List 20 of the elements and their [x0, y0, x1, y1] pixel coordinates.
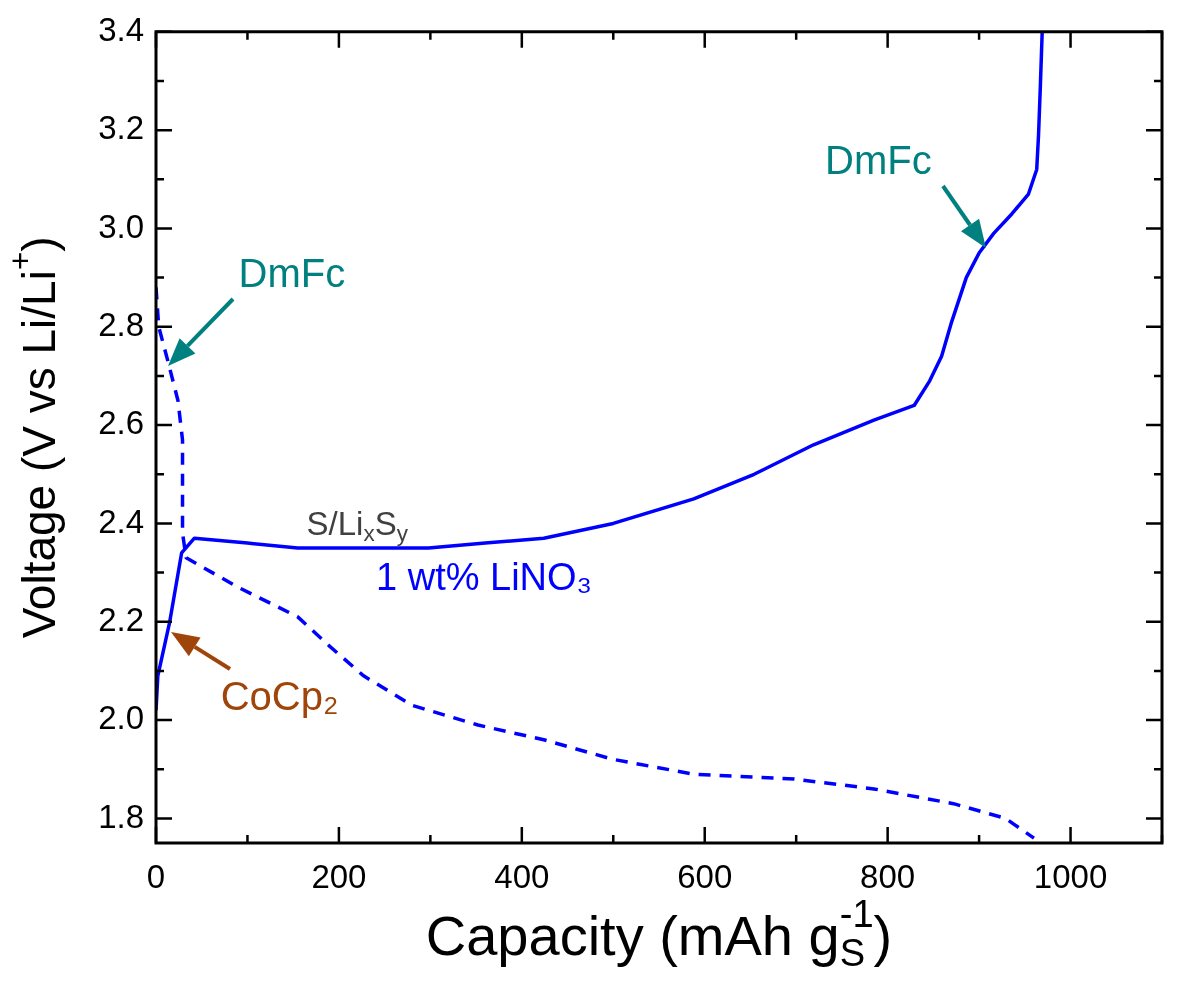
- y-tick-label: 2.6: [98, 404, 144, 442]
- x-tick-label: 600: [677, 857, 733, 895]
- y-tick-label: 2.2: [98, 600, 144, 638]
- x-tick-label: 400: [494, 857, 550, 895]
- y-axis-title: Voltage (V vs Li/Li+): [3, 236, 65, 639]
- annotation: CoCp₂: [220, 673, 339, 718]
- y-tick-label: 3.0: [98, 207, 144, 245]
- series-label: 1 wt% LiNO₃: [376, 556, 593, 599]
- x-tick-label: 800: [860, 857, 916, 895]
- y-tick-label: 2.8: [98, 305, 144, 343]
- annotation: DmFc: [238, 251, 346, 296]
- x-tick-label: 200: [311, 857, 367, 895]
- annotation: DmFc: [825, 138, 932, 183]
- x-tick-label: 1000: [1033, 857, 1108, 895]
- y-tick-label: 3.4: [98, 10, 144, 48]
- x-tick-label: 0: [146, 857, 166, 895]
- y-tick-label: 2.0: [98, 699, 144, 737]
- y-tick-label: 3.2: [98, 109, 144, 147]
- y-tick-label: 2.4: [98, 502, 144, 540]
- y-tick-label: 1.8: [98, 797, 144, 835]
